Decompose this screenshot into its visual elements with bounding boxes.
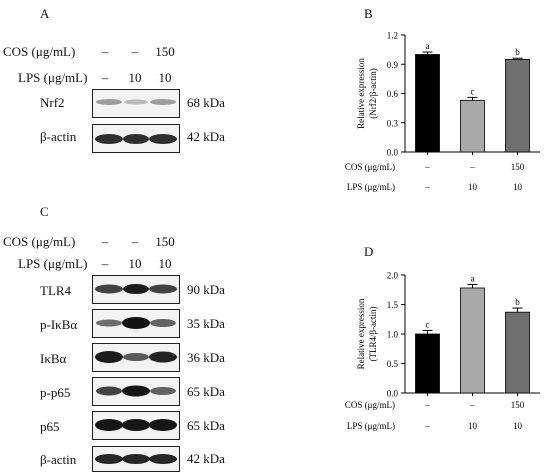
blot-label-p65: p65 xyxy=(40,419,60,434)
kda-tlr4: 90 kDa xyxy=(187,282,225,297)
panel-a-lps-lane2: 10 xyxy=(128,70,142,85)
blot-label-p-p65: p-p65 xyxy=(40,385,71,400)
chart-b-ytick-label: 0.0 xyxy=(387,148,399,158)
kda-p-ikba: 35 kDa xyxy=(187,316,225,331)
chart-b-ylabel-line1: Relative expression xyxy=(356,58,366,129)
panel-a-lps-lane3: 10 xyxy=(158,70,172,85)
panel-a-letter: A xyxy=(40,6,50,21)
blot-label-ikba: IκBα xyxy=(40,351,67,366)
chart-b-treat-1-2: 10 xyxy=(513,182,523,192)
blot-ikba-bands xyxy=(95,351,177,363)
panel-a-cos-lane3: 150 xyxy=(155,44,175,59)
blot-p-ikba xyxy=(92,309,180,338)
chart-d: 0.0 0.5 1.0 1.5 2.0 Relative expression (TLR4/… xyxy=(345,271,540,431)
panel-c-lps-lane2: 10 xyxy=(128,256,142,271)
panel-b-letter: B xyxy=(364,6,373,21)
chart-d-treat-0-0: – xyxy=(424,400,430,410)
blot-tlr4 xyxy=(92,275,180,304)
panel-a-cos-lane2: – xyxy=(131,44,139,59)
chart-b-treat-1-0: – xyxy=(424,182,430,192)
blot-label-actin-c: β-actin xyxy=(40,452,77,467)
chart-d-treat-0-2: 150 xyxy=(511,400,525,410)
chart-d-bar-2 xyxy=(505,311,530,394)
blot-nrf2-bands xyxy=(96,99,176,105)
chart-d-sig-letter-0: c xyxy=(426,319,430,329)
panel-c-lps-lane1: – xyxy=(101,256,109,271)
chart-d-sig-letter-1: a xyxy=(471,273,475,283)
panel-a-cos-label: COS (μg/mL) xyxy=(3,44,76,59)
chart-b-ytick-label: 0.6 xyxy=(387,89,399,99)
blot-actin-a-bands xyxy=(95,134,177,144)
chart-d-treat-1-2: 10 xyxy=(513,421,523,431)
panel-c-cos-lane3: 150 xyxy=(155,234,175,249)
chart-d-ytick-label: 1.5 xyxy=(387,300,399,310)
chart-d-ytick-label: 0.5 xyxy=(387,359,399,369)
panel-a-cos-lane1: – xyxy=(101,44,109,59)
chart-b-bar-2 xyxy=(505,58,530,153)
chart-b-treat-0-1: – xyxy=(469,162,475,172)
chart-b-ytick-label: 0.3 xyxy=(387,118,399,128)
chart-b-sig-letter-0: a xyxy=(426,41,430,51)
panel-c-lps-lane3: 10 xyxy=(158,256,172,271)
kda-p65: 65 kDa xyxy=(187,418,225,433)
chart-b-treat-label-1: LPS (μg/mL) xyxy=(347,182,395,192)
blot-label-tlr4: TLR4 xyxy=(40,283,72,298)
chart-b-bar-1 xyxy=(460,99,485,153)
blot-actin-a xyxy=(92,124,180,153)
blot-actin-c-bands xyxy=(95,454,177,464)
blot-label-nrf2: Nrf2 xyxy=(40,95,65,110)
chart-b-treat-label-0: COS (μg/mL) xyxy=(345,162,395,172)
chart-b-ylabel-line2: (Nrf2/β-actin) xyxy=(368,68,378,119)
panel-c-cos-lane1: – xyxy=(101,234,109,249)
chart-b-ytick-label: 1.2 xyxy=(387,31,398,41)
blot-nrf2 xyxy=(92,89,180,118)
panel-c-cos-label: COS (μg/mL) xyxy=(3,234,76,249)
chart-b-treat-0-2: 150 xyxy=(511,162,525,172)
chart-b-ytick-label: 0.9 xyxy=(387,60,399,70)
chart-d-treat-1-0: – xyxy=(424,421,430,431)
blot-p65-bands xyxy=(95,419,177,431)
kda-ikba: 36 kDa xyxy=(187,350,225,365)
chart-b: 0.0 0.3 0.6 0.9 1.2 Relative expression (Nrf2/… xyxy=(345,31,540,192)
chart-d-ylabel-line2: (TLR4/β-actin) xyxy=(368,306,378,361)
blot-label-p-ikba: p-IκBα xyxy=(40,317,78,332)
chart-d-sig-letter-2: b xyxy=(515,297,520,307)
chart-d-treat-label-1: LPS (μg/mL) xyxy=(347,421,395,431)
chart-d-treat-1-1: 10 xyxy=(468,421,478,431)
panel-d-letter: D xyxy=(364,244,374,259)
panel-a-lps-lane1: – xyxy=(101,70,109,85)
chart-b-treat-1-1: 10 xyxy=(468,182,478,192)
chart-b-bar-0 xyxy=(415,54,440,153)
chart-b-sig-letter-2: b xyxy=(515,47,520,57)
chart-b-treat-0-0: – xyxy=(424,162,430,172)
panel-c-letter: C xyxy=(40,204,49,219)
kda-p-p65: 65 kDa xyxy=(187,384,225,399)
kda-nrf2: 68 kDa xyxy=(187,95,225,110)
blot-actin-c xyxy=(92,446,180,472)
chart-d-bar-1 xyxy=(460,287,485,394)
chart-d-ytick-label: 0.0 xyxy=(387,389,399,399)
blot-p-p65 xyxy=(92,377,180,406)
blot-ikba xyxy=(92,343,180,372)
panel-c-cos-lane2: – xyxy=(131,234,139,249)
panel-a-lps-label: LPS (μg/mL) xyxy=(18,70,88,85)
blot-p-p65-bands xyxy=(96,385,176,397)
blot-label-actin-a: β-actin xyxy=(40,129,77,144)
chart-d-treat-0-1: – xyxy=(469,400,475,410)
chart-d-ytick-label: 1.0 xyxy=(387,330,399,340)
kda-actin-c: 42 kDa xyxy=(187,451,225,466)
chart-b-sig-letter-1: c xyxy=(471,86,475,96)
chart-d-bar-0 xyxy=(415,333,440,394)
blot-p-ikba-bands xyxy=(96,317,176,329)
chart-d-ylabel-line1: Relative expression xyxy=(356,298,366,369)
kda-actin-a: 42 kDa xyxy=(187,129,225,144)
chart-d-ytick-label: 2.0 xyxy=(387,271,399,281)
blot-tlr4-bands xyxy=(95,284,177,294)
chart-d-treat-label-0: COS (μg/mL) xyxy=(345,400,395,410)
blot-p65 xyxy=(92,411,180,440)
panel-c-lps-label: LPS (μg/mL) xyxy=(18,256,88,271)
